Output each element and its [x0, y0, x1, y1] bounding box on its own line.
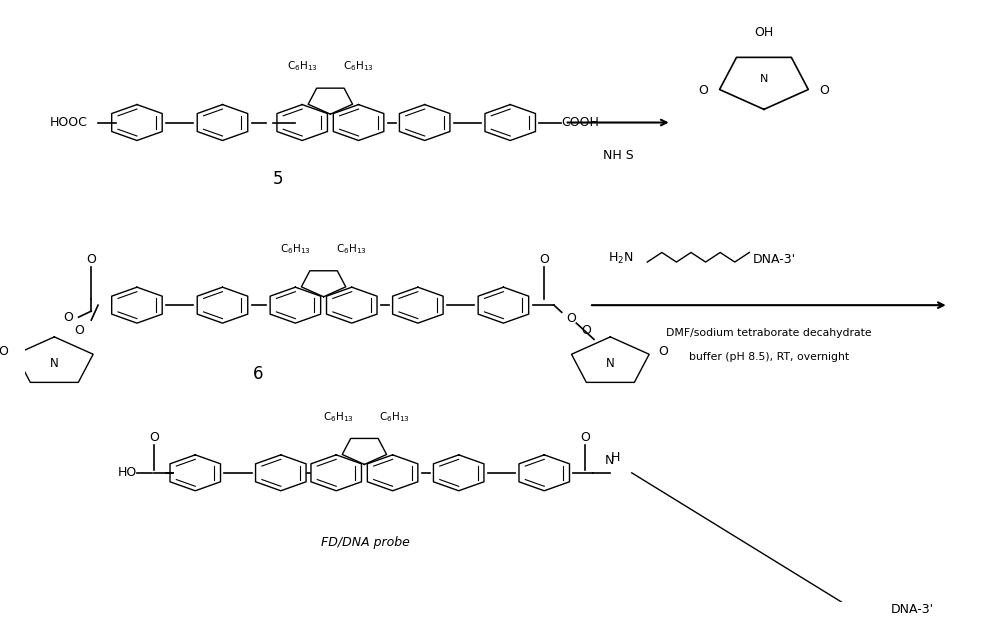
- Text: O: O: [539, 253, 549, 267]
- Text: O: O: [698, 84, 708, 97]
- Text: C$_6$H$_{13}$: C$_6$H$_{13}$: [280, 242, 311, 256]
- Text: H: H: [610, 452, 620, 465]
- Text: C$_6$H$_{13}$: C$_6$H$_{13}$: [323, 410, 354, 424]
- Text: DMF/sodium tetraborate decahydrate: DMF/sodium tetraborate decahydrate: [666, 328, 872, 338]
- Text: OH: OH: [754, 26, 774, 39]
- Text: N: N: [760, 74, 768, 84]
- Text: buffer (pH 8.5), RT, overnight: buffer (pH 8.5), RT, overnight: [689, 352, 849, 362]
- Text: HO: HO: [118, 466, 137, 479]
- Text: C$_6$H$_{13}$: C$_6$H$_{13}$: [379, 410, 410, 424]
- Text: H$_2$N: H$_2$N: [608, 251, 634, 267]
- Text: O: O: [74, 324, 84, 337]
- Text: 5: 5: [273, 170, 283, 188]
- Text: C$_6$H$_{13}$: C$_6$H$_{13}$: [336, 242, 367, 256]
- Text: O: O: [63, 310, 73, 324]
- Text: O: O: [820, 84, 830, 97]
- Text: 6: 6: [253, 365, 264, 383]
- Text: N: N: [50, 357, 59, 370]
- Text: DNA-3': DNA-3': [752, 253, 795, 267]
- Text: O: O: [581, 324, 591, 337]
- Text: FD/DNA probe: FD/DNA probe: [321, 536, 410, 549]
- Text: C$_6$H$_{13}$: C$_6$H$_{13}$: [287, 60, 318, 73]
- Text: O: O: [658, 346, 668, 358]
- Text: N: N: [605, 454, 614, 467]
- Text: C$_6$H$_{13}$: C$_6$H$_{13}$: [343, 60, 374, 73]
- Text: DNA-3': DNA-3': [890, 603, 933, 616]
- Text: NH S: NH S: [603, 149, 633, 162]
- Text: O: O: [150, 431, 159, 444]
- Text: O: O: [580, 431, 590, 444]
- Text: N: N: [606, 357, 615, 370]
- Text: COOH: COOH: [561, 116, 599, 129]
- Text: O: O: [0, 346, 8, 358]
- Text: O: O: [86, 253, 96, 267]
- Text: HOOC: HOOC: [49, 116, 87, 129]
- Text: O: O: [567, 312, 576, 325]
